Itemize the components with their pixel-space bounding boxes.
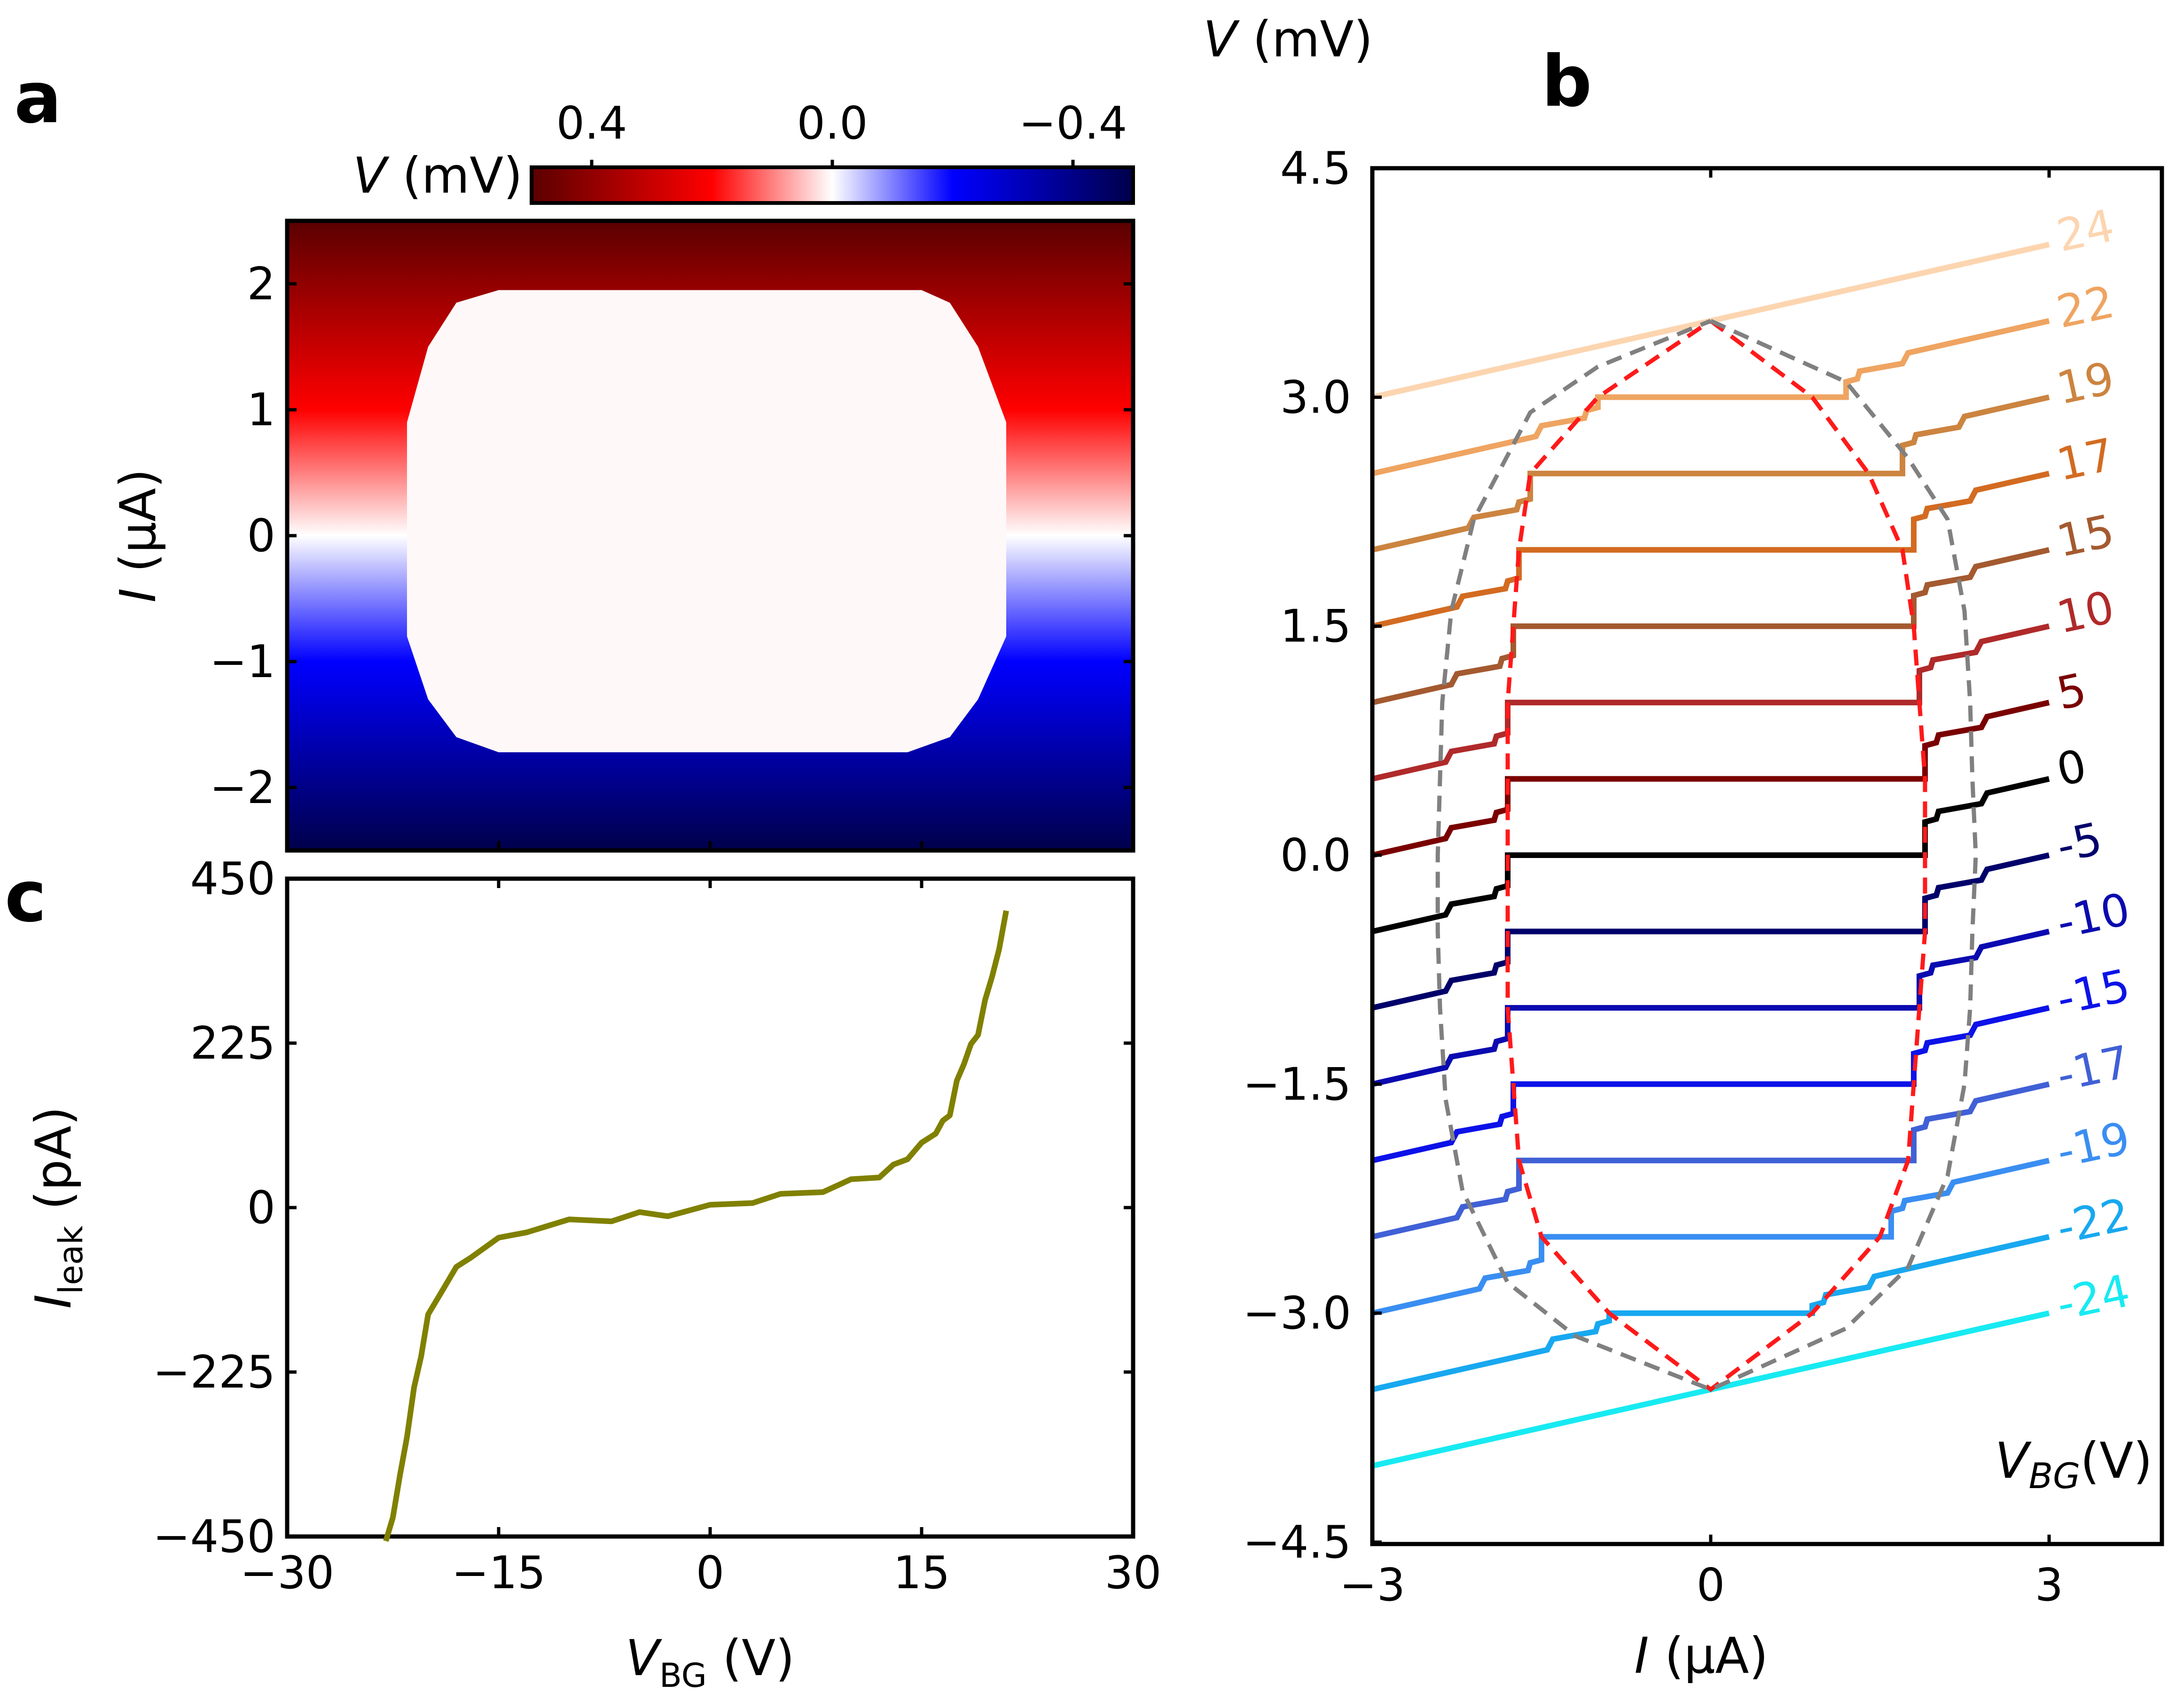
panel-c-ytick-label: −450 bbox=[153, 1511, 275, 1563]
panel-c-ytick-label: 225 bbox=[190, 1018, 275, 1069]
panel-b-y-ticks: 4.5 3.0 1.5 0.0 −1.5 −3.0 −4.5 bbox=[1243, 143, 1382, 1568]
panel-a-ytick-label: 2 bbox=[247, 258, 275, 310]
iv-curve bbox=[1371, 242, 2050, 400]
panel-c-leak-current: 450 225 0 −225 −450 −30 −15 0 15 30 VBG (V) Ilea… bbox=[25, 853, 1161, 1695]
colorbar-ticks: 0.4 0.0 −0.4 bbox=[556, 98, 1127, 167]
panel-c-ytick-label: 0 bbox=[247, 1182, 275, 1234]
iv-curve bbox=[1371, 318, 2050, 476]
envelope-line bbox=[1435, 319, 1978, 1392]
colorbar-tick-label: −0.4 bbox=[1019, 98, 1127, 149]
curve-label: 10 bbox=[2052, 581, 2119, 644]
panel-b-ytick-label: 4.5 bbox=[1280, 143, 1351, 195]
panel-c-xtick-label: 0 bbox=[696, 1547, 724, 1599]
panel-b-ytick-label: 3.0 bbox=[1280, 372, 1351, 423]
curve-label: 22 bbox=[2052, 276, 2119, 339]
iv-curve bbox=[1371, 700, 2050, 858]
iv-curve bbox=[1371, 394, 2050, 553]
panel-a-y-ticks: 2 1 0 −1 −2 bbox=[210, 258, 1133, 814]
panel-c-xtick-label: 15 bbox=[893, 1547, 950, 1599]
panel-a-ytick-label: 1 bbox=[247, 384, 275, 436]
panel-c-ytick-label: −225 bbox=[153, 1347, 275, 1398]
panel-b-ytick-label: −1.5 bbox=[1243, 1059, 1351, 1110]
panel-c-ytick-label: 450 bbox=[190, 853, 275, 905]
curve-label: -5 bbox=[2052, 813, 2107, 873]
panel-b-xlabel: I (μA) bbox=[1635, 1627, 1769, 1685]
panel-c-xtick-label: 30 bbox=[1105, 1547, 1162, 1599]
iv-curve bbox=[1371, 852, 2050, 1011]
iv-curve bbox=[1371, 928, 2050, 1087]
panel-b-xtick-label: −3 bbox=[1339, 1560, 1405, 1611]
envelope-group bbox=[1435, 319, 1978, 1392]
panel-c-xlabel: VBG (V) bbox=[626, 1630, 795, 1695]
panel-a-ytick-label: −1 bbox=[210, 636, 275, 688]
panel-b-ytick-label: −3.0 bbox=[1243, 1288, 1351, 1340]
iv-curve bbox=[1371, 776, 2050, 935]
panel-label-b: b bbox=[1542, 41, 1592, 123]
panel-c-ylabel: Ileak (pA) bbox=[25, 1107, 90, 1309]
panel-c-y-ticks: 450 225 0 −225 −450 bbox=[153, 853, 1133, 1563]
superconducting-region bbox=[407, 290, 1006, 752]
panel-a-heatmap: 2 1 0 −1 −2 I (μA) bbox=[110, 218, 1135, 853]
curve-label: 24 bbox=[2052, 200, 2119, 262]
colorbar-tick-label: 0.0 bbox=[797, 98, 868, 149]
iv-curve bbox=[1371, 1005, 2050, 1163]
panel-b-ytick-label: −4.5 bbox=[1243, 1517, 1351, 1568]
panel-b-ytick-label: 0.0 bbox=[1280, 830, 1351, 881]
panel-a-ylabel: I (μA) bbox=[110, 469, 167, 603]
panel-label-c: c bbox=[5, 856, 47, 938]
panel-a-ytick-label: −2 bbox=[210, 762, 275, 814]
iv-curve bbox=[1371, 470, 2050, 629]
panel-b-ytick-label: 1.5 bbox=[1280, 601, 1351, 653]
panel-b-x-ticks: −3 0 3 bbox=[1339, 168, 2063, 1611]
panel-label-a: a bbox=[14, 57, 62, 139]
curve-label: 17 bbox=[2052, 429, 2119, 491]
leak-current-series bbox=[383, 910, 1009, 1542]
panel-c-xtick-label: −30 bbox=[240, 1547, 334, 1599]
iv-curve bbox=[1371, 1234, 2050, 1392]
legend-title: VBG(V) bbox=[1995, 1432, 2152, 1497]
panel-c-x-ticks: −30 −15 0 15 30 bbox=[240, 879, 1162, 1599]
iv-curve bbox=[1371, 547, 2050, 705]
colorbar-label: V (mV) bbox=[353, 147, 523, 204]
panel-b-ylabel: V (mV) bbox=[1203, 11, 1373, 68]
panel-a-x-ticks bbox=[285, 841, 1135, 850]
panel-c-xtick-label: −15 bbox=[452, 1547, 546, 1599]
colorbar-gradient bbox=[530, 165, 1135, 205]
panel-b-iv-curves: 4.5 3.0 1.5 0.0 −1.5 −3.0 −4.5 −3 0 3 24 22 19 17 15… bbox=[1203, 11, 2164, 1685]
panel-b-xtick-label: 0 bbox=[1697, 1560, 1725, 1611]
panel-a-ytick-label: 0 bbox=[247, 510, 275, 562]
envelope-line bbox=[1505, 319, 1927, 1392]
colorbar-tick-label: 0.4 bbox=[556, 98, 627, 149]
curve-label: 15 bbox=[2052, 505, 2119, 568]
panel-b-xtick-label: 3 bbox=[2035, 1560, 2063, 1611]
curve-label: 19 bbox=[2052, 352, 2119, 415]
colorbar: 0.4 0.0 −0.4 V (mV) bbox=[353, 98, 1135, 205]
iv-curve bbox=[1371, 623, 2050, 782]
